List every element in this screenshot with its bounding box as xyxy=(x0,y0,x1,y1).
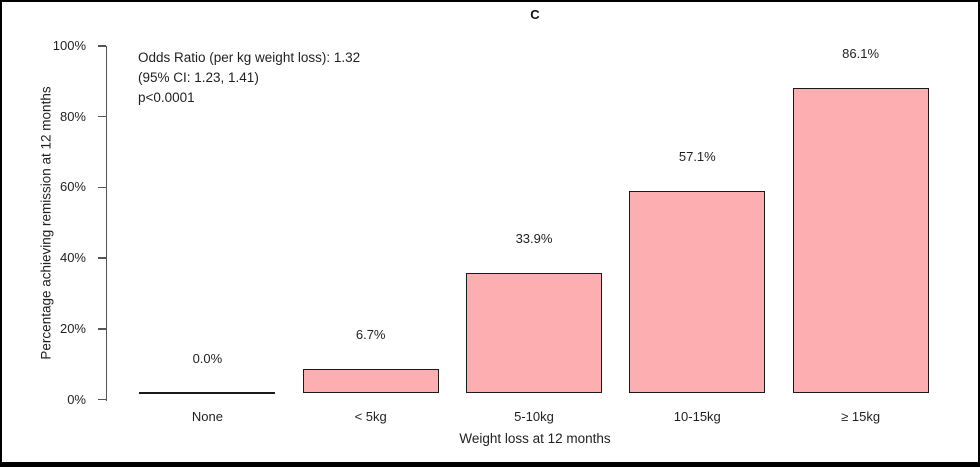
stats-annotation: Odds Ratio (per kg weight loss): 1.32 (9… xyxy=(138,48,360,108)
category-label: 10-15kg xyxy=(673,409,721,424)
bar xyxy=(139,391,276,394)
category-label: < 5kg xyxy=(354,409,387,424)
annotation-confidence-interval: (95% CI: 1.23, 1.41) xyxy=(138,70,259,85)
x-axis-label: Weight loss at 12 months xyxy=(459,431,611,446)
bar xyxy=(302,368,439,393)
y-tick-label: 0% xyxy=(67,391,86,407)
y-tick-mark xyxy=(97,328,106,330)
y-tick-mark xyxy=(97,398,106,401)
y-tick-mark xyxy=(97,186,106,189)
y-tick-mark xyxy=(97,257,106,259)
panel-title: C xyxy=(530,7,540,22)
annotation-odds-ratio: Odds Ratio (per kg weight loss): 1.32 xyxy=(138,50,361,65)
bar xyxy=(792,88,929,393)
y-tick-mark xyxy=(97,115,106,118)
y-tick-mark xyxy=(97,45,106,47)
bar-value-label: 33.9% xyxy=(515,230,553,246)
y-axis-line xyxy=(105,46,107,401)
y-tick-label: 80% xyxy=(59,108,86,124)
category-label: ≥ 15kg xyxy=(841,409,881,424)
bar-value-label: 0.0% xyxy=(192,350,223,366)
bar-value-label: 57.1% xyxy=(678,148,716,164)
y-tick-label: 100% xyxy=(52,38,86,53)
category-label: None xyxy=(191,409,223,424)
y-tick-label: 60% xyxy=(59,179,86,195)
annotation-p-value: p<0.0001 xyxy=(138,90,195,105)
bar-value-label: 86.1% xyxy=(842,46,880,62)
bar xyxy=(466,272,602,393)
category-label: 5-10kg xyxy=(514,409,554,424)
y-tick-label: 40% xyxy=(59,250,86,266)
bar xyxy=(629,190,766,393)
bar-value-label: 6.7% xyxy=(355,326,386,342)
y-axis-label: Percentage achieving remission at 12 mon… xyxy=(38,86,54,360)
y-tick-label: 20% xyxy=(59,320,86,336)
